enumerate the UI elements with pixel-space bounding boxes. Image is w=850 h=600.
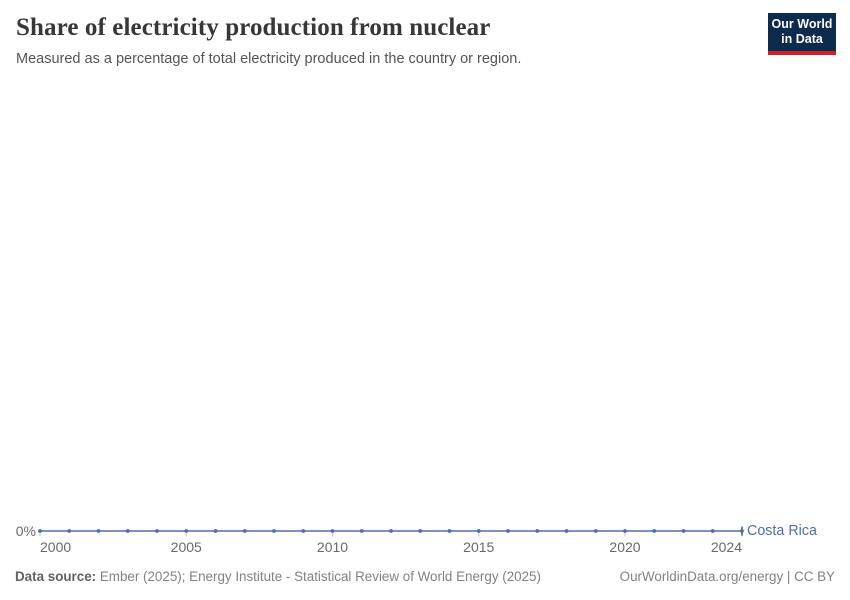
data-source-label: Data source:	[15, 569, 97, 584]
data-point-marker	[593, 529, 598, 533]
data-point-marker	[564, 529, 569, 533]
data-point-marker	[67, 529, 72, 533]
data-point-marker	[359, 529, 364, 533]
data-point-marker	[155, 529, 159, 533]
data-point-marker	[681, 529, 686, 533]
data-point-marker	[389, 529, 393, 533]
series-label-costa-rica[interactable]: Costa Rica	[747, 523, 817, 539]
data-source-line: Data source: Ember (2025); Energy Instit…	[15, 568, 541, 585]
data-point-marker	[38, 529, 42, 533]
data-point-marker	[710, 529, 715, 533]
x-axis-tick-label: 2005	[170, 539, 202, 555]
page-title: Share of electricity production from nuc…	[16, 14, 491, 41]
data-point-marker	[96, 529, 101, 533]
data-point-marker	[506, 529, 510, 533]
owid-logo[interactable]: Our World in Data	[768, 13, 836, 55]
data-point-marker	[184, 529, 189, 533]
owid-url-link[interactable]: OurWorldinData.org/energy | CC BY	[619, 569, 835, 584]
data-point-marker	[652, 529, 657, 533]
data-point-marker	[623, 529, 627, 533]
data-point-marker	[418, 529, 423, 533]
x-axis-tick-label: 2000	[40, 539, 72, 555]
data-source-text: Ember (2025); Energy Institute - Statist…	[99, 569, 541, 584]
data-point-marker	[242, 529, 247, 533]
data-point-marker	[301, 529, 306, 533]
data-point-marker	[272, 529, 276, 533]
y-axis-tick-label: 0%	[15, 523, 36, 539]
data-point-marker	[125, 529, 130, 533]
x-axis-tick-label: 2020	[609, 539, 641, 555]
data-point-marker	[535, 529, 540, 533]
owid-logo-line1: Our World	[771, 17, 833, 31]
x-axis-tick-label: 2024	[710, 539, 742, 555]
data-point-marker	[447, 529, 452, 533]
chart-footer: Data source: Ember (2025); Energy Instit…	[15, 568, 835, 585]
data-point-marker	[330, 529, 335, 533]
data-point-marker	[213, 529, 218, 533]
x-axis-tick-label: 2015	[463, 539, 495, 555]
chart-subtitle: Measured as a percentage of total electr…	[16, 51, 522, 67]
data-point-marker	[476, 529, 481, 533]
owid-logo-line2: in Data	[781, 32, 823, 46]
x-axis-tick-label: 2010	[316, 539, 349, 555]
